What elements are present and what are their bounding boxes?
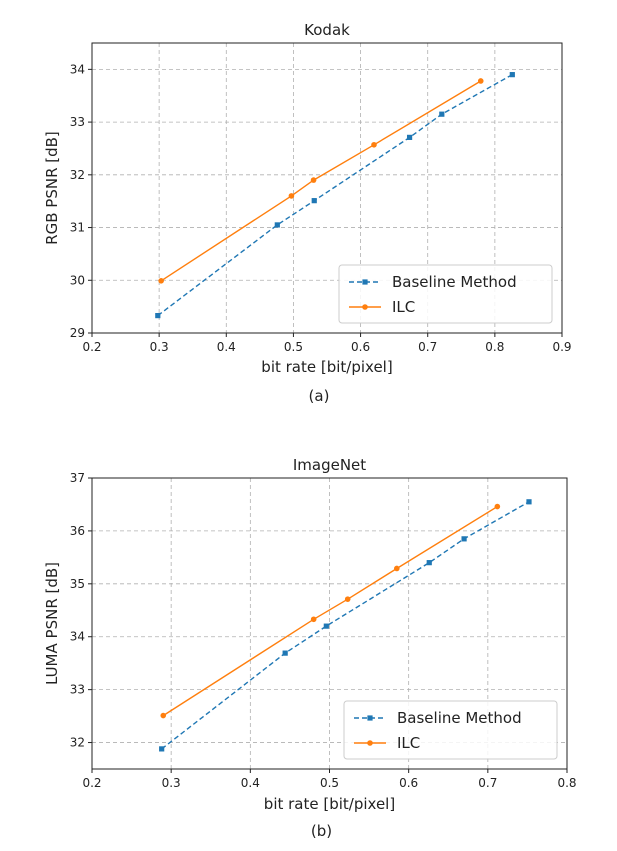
y-tick-label: 32	[70, 168, 85, 182]
data-point-ilc	[393, 565, 400, 572]
y-tick-label: 31	[70, 221, 85, 235]
y-axis-label: RGB PSNR [dB]	[43, 131, 61, 245]
data-point-baseline	[323, 623, 329, 629]
data-point-ilc	[344, 596, 351, 602]
y-tick-label: 32	[70, 736, 85, 750]
data-point-baseline	[155, 313, 161, 319]
x-tick-label: 0.5	[320, 776, 339, 790]
legend-label-ilc: ILC	[392, 298, 415, 316]
x-tick-label: 0.2	[82, 340, 101, 354]
y-tick-label: 36	[70, 524, 85, 538]
y-tick-label: 33	[70, 683, 85, 697]
x-tick-label: 0.4	[217, 340, 236, 354]
chart-title: Kodak	[304, 21, 350, 39]
data-point-baseline	[439, 111, 445, 117]
data-point-ilc	[477, 78, 484, 84]
x-tick-label: 0.8	[557, 776, 576, 790]
chart-imagenet: 0.2 0.3 0.4 0.5 0.6 0.7 0.8 32 33 34 35 36 37 ImageNe…	[43, 456, 577, 840]
series-line-baseline	[161, 501, 530, 750]
legend: Baseline Method ILC	[338, 264, 553, 324]
data-point-ilc	[310, 177, 317, 183]
x-tick-label: 0.4	[241, 776, 260, 790]
data-point-ilc	[158, 278, 164, 284]
legend-marker-ilc	[362, 304, 368, 310]
data-point-baseline	[274, 222, 280, 228]
y-tick-label: 30	[70, 273, 85, 287]
legend-box	[338, 264, 553, 324]
legend-label-baseline: Baseline Method	[397, 709, 522, 727]
x-tick-label: 0.8	[485, 340, 504, 354]
series-line-baseline	[157, 73, 513, 317]
x-axis-label: bit rate [bit/pixel]	[261, 358, 392, 376]
legend-box	[343, 700, 558, 760]
data-point-baseline	[509, 72, 515, 78]
y-tick-label: 34	[70, 62, 85, 76]
data-point-baseline	[311, 198, 317, 204]
x-axis-label: bit rate [bit/pixel]	[264, 795, 395, 813]
x-tick-label: 0.6	[351, 340, 370, 354]
legend: Baseline Method ILC	[343, 700, 558, 760]
data-point-ilc	[310, 616, 317, 623]
y-tick-label: 33	[70, 115, 85, 129]
x-tick-label: 0.5	[284, 340, 303, 354]
data-point-ilc	[494, 503, 501, 510]
data-point-baseline	[461, 536, 467, 542]
data-point-baseline	[282, 650, 288, 656]
legend-marker-baseline	[362, 279, 368, 285]
y-axis-label: LUMA PSNR [dB]	[43, 562, 61, 685]
x-tick-label: 0.7	[478, 776, 497, 790]
data-point-baseline	[426, 560, 432, 566]
y-tick-label: 35	[70, 577, 85, 591]
y-tick-label: 29	[70, 326, 85, 340]
figure-caption: (b)	[311, 822, 332, 840]
plot-frame	[91, 42, 563, 334]
figure-caption: (a)	[309, 387, 330, 405]
legend-marker-baseline	[367, 715, 373, 721]
x-tick-label: 0.3	[150, 340, 169, 354]
x-tick-label: 0.6	[399, 776, 418, 790]
data-point-ilc	[288, 193, 295, 199]
legend-label-ilc: ILC	[397, 734, 420, 752]
series-line-ilc	[162, 506, 498, 717]
data-point-baseline	[159, 746, 165, 752]
legend-marker-ilc	[367, 740, 373, 746]
data-point-ilc	[371, 141, 377, 148]
chart-title: ImageNet	[293, 456, 366, 474]
data-point-baseline	[526, 499, 532, 505]
chart-kodak: 0.2 0.3 0.4 0.5 0.6 0.7 0.8 0.9 29 30 31 32 33 34 Koda…	[43, 21, 572, 405]
y-tick-label: 34	[70, 630, 85, 644]
data-point-baseline	[406, 134, 413, 140]
data-point-ilc	[160, 712, 167, 719]
series-line-ilc	[160, 80, 482, 282]
x-tick-label: 0.3	[162, 776, 181, 790]
plot-frame	[91, 477, 568, 770]
y-tick-label: 37	[70, 471, 85, 485]
x-tick-label: 0.2	[82, 776, 101, 790]
x-tick-label: 0.9	[552, 340, 571, 354]
legend-label-baseline: Baseline Method	[392, 273, 517, 291]
x-tick-label: 0.7	[418, 340, 437, 354]
